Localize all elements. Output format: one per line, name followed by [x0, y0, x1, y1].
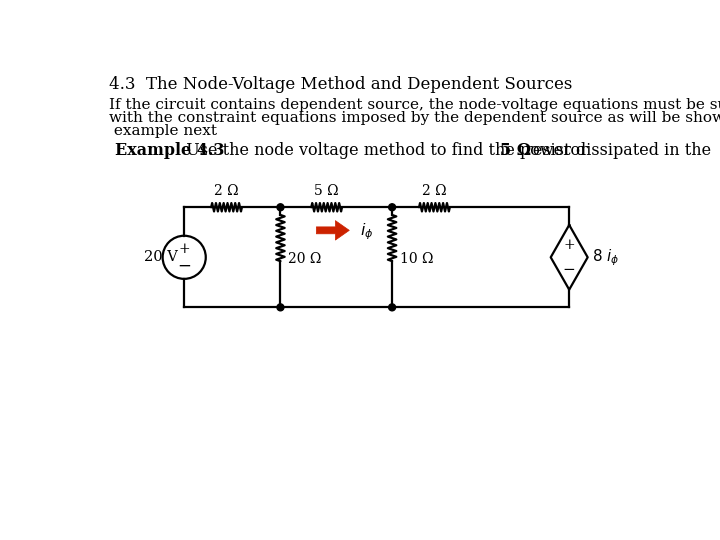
- Circle shape: [277, 204, 284, 211]
- Text: 10 Ω: 10 Ω: [400, 252, 433, 266]
- Text: If the circuit contains dependent source, the node-voltage equations must be sup: If the circuit contains dependent source…: [109, 98, 720, 112]
- Text: +: +: [563, 238, 575, 252]
- Text: 4.3  The Node-Voltage Method and Dependent Sources: 4.3 The Node-Voltage Method and Dependen…: [109, 76, 572, 92]
- Text: Example 4.3: Example 4.3: [115, 142, 224, 159]
- Text: Use the node voltage method to find the power dissipated in the: Use the node voltage method to find the …: [176, 142, 716, 159]
- Text: with the constraint equations imposed by the dependent source as will be shown i: with the constraint equations imposed by…: [109, 111, 720, 125]
- Circle shape: [389, 304, 395, 311]
- Text: 5 Ω: 5 Ω: [315, 184, 339, 198]
- Text: example next: example next: [109, 124, 217, 138]
- Text: 2 Ω: 2 Ω: [215, 184, 239, 198]
- Text: 20 Ω: 20 Ω: [288, 252, 322, 266]
- Text: +: +: [179, 242, 190, 256]
- Text: 20 V: 20 V: [144, 251, 178, 264]
- Text: 2 Ω: 2 Ω: [422, 184, 447, 198]
- Circle shape: [389, 204, 395, 211]
- Text: 5 Ω: 5 Ω: [500, 142, 531, 159]
- Circle shape: [277, 304, 284, 311]
- Text: resistor: resistor: [520, 142, 588, 159]
- Text: −: −: [563, 264, 575, 278]
- Text: −: −: [177, 258, 191, 275]
- Text: $8\ i_\phi$: $8\ i_\phi$: [592, 247, 619, 268]
- Text: $i_\phi$: $i_\phi$: [360, 221, 373, 242]
